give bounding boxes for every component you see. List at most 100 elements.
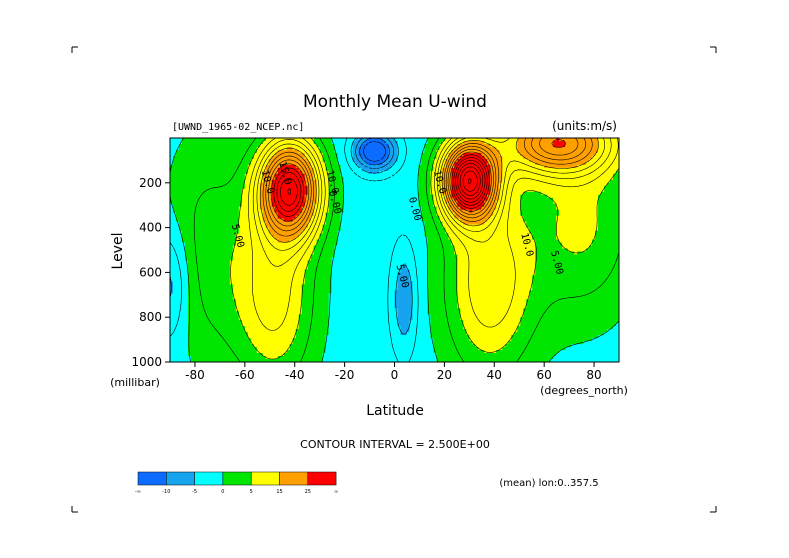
field-cell	[520, 161, 524, 166]
field-cell	[499, 230, 503, 234]
field-cell	[580, 185, 584, 190]
field-cell	[184, 161, 189, 166]
field-cell	[412, 185, 416, 190]
field-cell	[313, 191, 318, 196]
field-cell	[367, 158, 371, 163]
field-cell	[553, 158, 557, 163]
field-cell	[382, 230, 386, 234]
field-cell	[274, 200, 279, 205]
field-cell	[577, 149, 581, 154]
field-cell	[583, 197, 587, 202]
field-cell	[517, 164, 521, 169]
field-cell	[571, 161, 575, 166]
field-cell	[421, 200, 425, 205]
field-cell	[238, 140, 243, 145]
field-cell	[547, 152, 551, 157]
field-cell	[205, 215, 210, 220]
field-cell	[418, 149, 422, 154]
field-cell	[223, 203, 228, 208]
field-cell	[511, 200, 515, 205]
field-cell	[601, 224, 605, 228]
field-cell	[373, 218, 377, 223]
field-cell	[268, 138, 273, 142]
field-cell	[202, 170, 207, 175]
field-cell	[547, 215, 551, 220]
field-cell	[505, 140, 509, 145]
field-cell	[433, 215, 437, 220]
field-cell	[292, 182, 297, 187]
field-cell	[559, 140, 563, 145]
field-cell	[292, 143, 297, 148]
field-cell	[373, 152, 377, 157]
field-cell	[184, 138, 189, 142]
field-cell	[250, 161, 255, 166]
field-cell	[598, 197, 602, 202]
field-cell	[292, 155, 297, 160]
field-cell	[553, 179, 557, 184]
field-cell	[409, 179, 413, 184]
field-cell	[205, 191, 210, 196]
field-cell	[556, 188, 560, 193]
field-cell	[586, 233, 590, 237]
field-cell	[583, 158, 587, 163]
field-cell	[172, 194, 177, 199]
field-cell	[172, 143, 177, 148]
field-cell	[277, 170, 282, 175]
field-cell	[178, 146, 183, 151]
field-cell	[172, 138, 177, 142]
field-cell	[568, 173, 572, 178]
field-cell	[496, 173, 500, 178]
field-cell	[574, 215, 578, 220]
field-cell	[199, 227, 204, 231]
field-cell	[268, 155, 273, 160]
field-cell	[322, 191, 327, 196]
field-cell	[199, 164, 204, 169]
field-cell	[574, 227, 578, 231]
field-cell	[604, 200, 608, 205]
field-cell	[577, 143, 581, 148]
field-cell	[499, 146, 503, 151]
field-cell	[481, 182, 485, 187]
field-cell	[412, 170, 416, 175]
field-cell	[181, 209, 186, 214]
field-cell	[337, 185, 342, 190]
field-cell	[568, 158, 572, 163]
field-cell	[385, 191, 389, 196]
field-cell	[550, 230, 554, 234]
field-cell	[247, 158, 252, 163]
field-cell	[418, 197, 422, 202]
field-cell	[409, 146, 413, 151]
field-cell	[367, 167, 371, 172]
field-cell	[268, 146, 273, 151]
field-cell	[331, 230, 336, 234]
field-cell	[541, 176, 545, 181]
field-cell	[388, 152, 392, 157]
field-cell	[607, 161, 611, 166]
field-cell	[397, 185, 401, 190]
field-cell	[382, 143, 386, 148]
field-cell	[223, 224, 228, 228]
field-cell	[238, 179, 243, 184]
field-cell	[367, 200, 371, 205]
field-cell	[235, 200, 240, 205]
field-cell	[586, 200, 590, 205]
field-cell	[190, 167, 195, 172]
field-cell	[379, 182, 383, 187]
field-cell	[229, 149, 234, 154]
field-cell	[241, 188, 246, 193]
field-cell	[361, 164, 365, 169]
field-cell	[589, 155, 593, 160]
field-cell	[433, 167, 437, 172]
field-cell	[346, 182, 350, 187]
field-cell	[205, 233, 210, 237]
field-cell	[562, 182, 566, 187]
field-cell	[469, 221, 473, 226]
field-cell	[445, 155, 449, 160]
field-cell	[268, 173, 273, 178]
field-cell	[238, 167, 243, 172]
field-cell	[322, 167, 327, 172]
field-cell	[520, 206, 524, 211]
field-cell	[208, 206, 213, 211]
field-cell	[457, 188, 461, 193]
field-cell	[292, 140, 297, 145]
